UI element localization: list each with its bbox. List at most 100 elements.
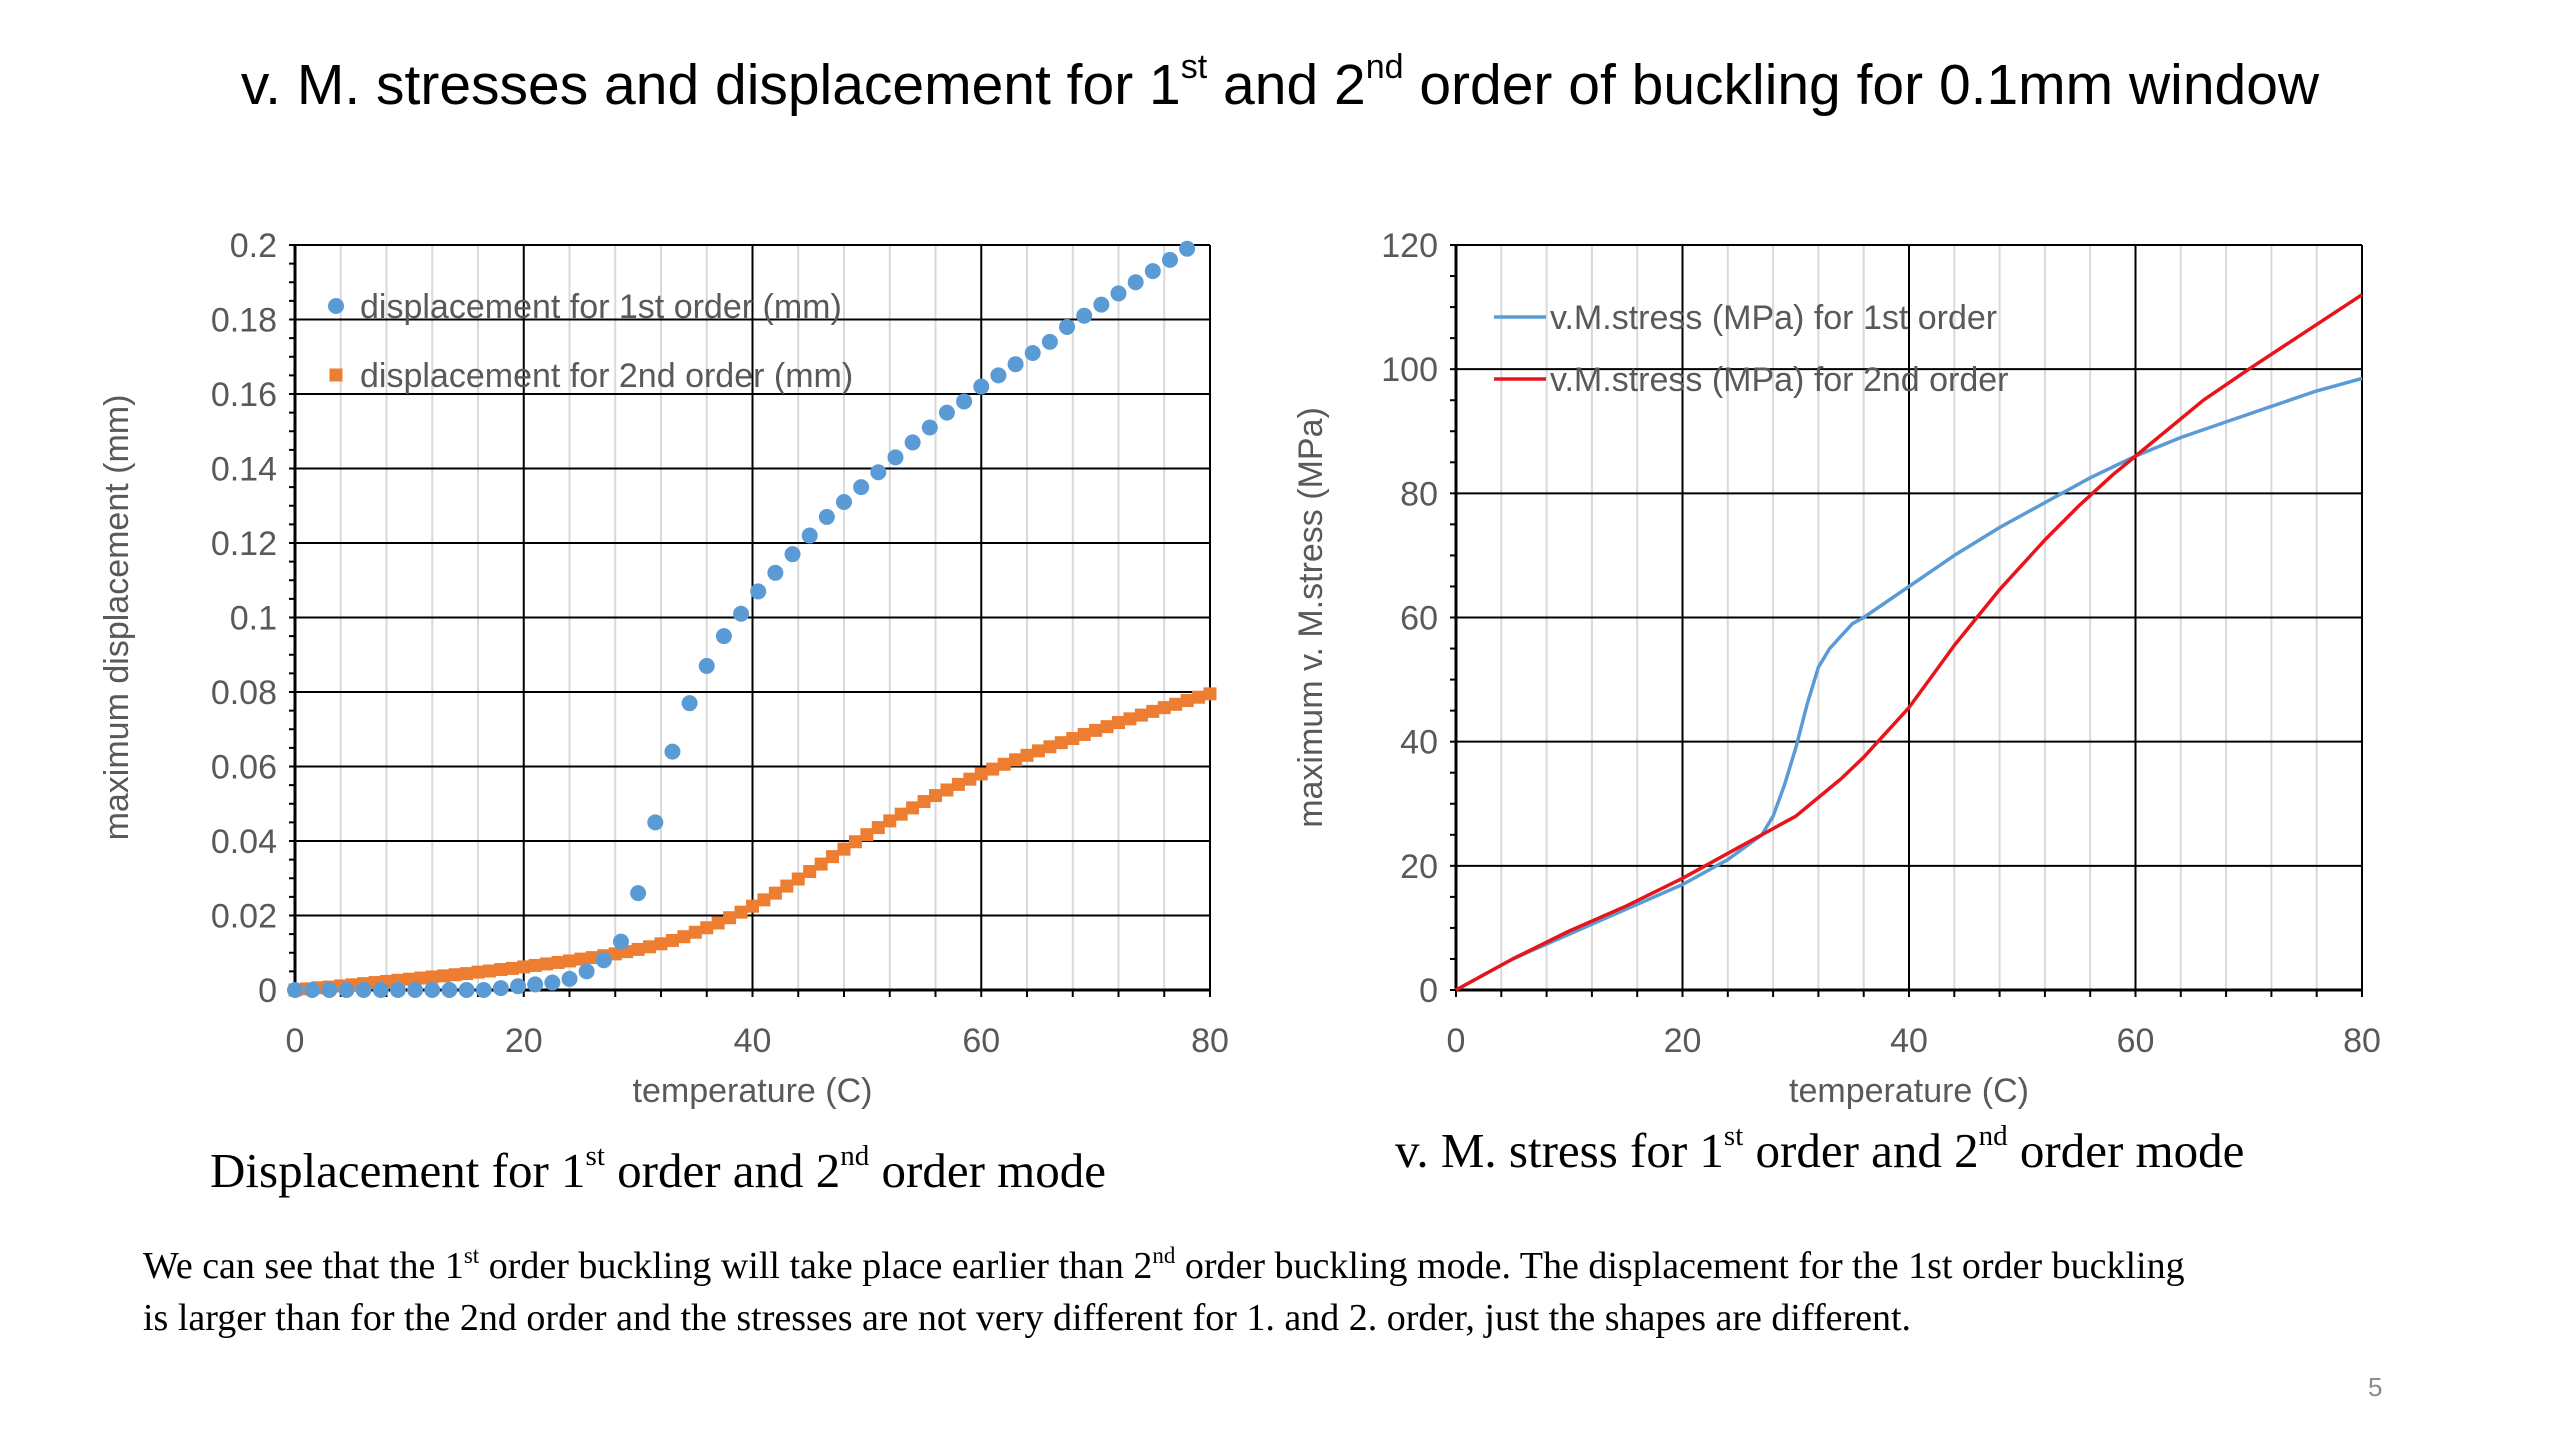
data-point-2nd-order (963, 772, 977, 786)
body-paragraph: We can see that the 1st order buckling w… (143, 1240, 2483, 1344)
x-tick-label: 20 (1664, 1022, 1702, 1060)
data-point-1st-order (527, 976, 544, 993)
caption-displacement: Displacement for 1st order and 2nd order… (210, 1140, 1107, 1199)
data-point-2nd-order (1157, 701, 1171, 715)
data-point-1st-order (1127, 274, 1144, 291)
data-point-2nd-order (1031, 744, 1045, 758)
data-point-2nd-order (1100, 720, 1114, 734)
data-point-2nd-order (574, 952, 588, 966)
legend-marker-1st-order (328, 298, 344, 314)
slide-title: v. M. stresses and displacement for 1st … (240, 48, 2320, 117)
data-point-1st-order (767, 564, 784, 581)
data-point-2nd-order (883, 814, 897, 828)
legend-label-1st-order: v.M.stress (MPa) for 1st order (1550, 299, 1997, 337)
data-point-2nd-order (791, 872, 805, 886)
data-point-1st-order (664, 743, 681, 760)
series-line-2nd-order (1455, 293, 2363, 992)
data-point-2nd-order (1054, 736, 1068, 750)
data-point-2nd-order (540, 957, 554, 971)
data-point-2nd-order (746, 899, 759, 913)
x-tick-label: 40 (1890, 1022, 1928, 1060)
data-point-1st-order (544, 974, 561, 991)
data-point-2nd-order (688, 925, 702, 939)
x-tick-label: 0 (286, 1022, 305, 1060)
y-tick-label: 60 (1400, 600, 1438, 638)
data-point-2nd-order (677, 930, 691, 944)
data-point-1st-order (784, 546, 801, 563)
y-axis-title: maximum displacement (mm) (98, 395, 136, 841)
data-point-2nd-order (471, 965, 485, 979)
body-line-2: is larger than for the 2nd order and the… (143, 1297, 1912, 1339)
x-axis-title: temperature (C) (633, 1072, 873, 1110)
data-point-2nd-order (974, 767, 988, 781)
data-point-1st-order (1161, 251, 1178, 268)
data-point-2nd-order (723, 911, 737, 925)
data-point-2nd-order (768, 886, 782, 900)
data-point-2nd-order (1009, 753, 1023, 767)
data-point-1st-order (304, 982, 321, 998)
data-point-2nd-order (734, 905, 748, 919)
x-tick-label: 80 (2343, 1022, 2381, 1060)
data-point-2nd-order (1043, 740, 1057, 754)
y-tick-label: 0.04 (211, 823, 277, 861)
data-point-2nd-order (1203, 687, 1217, 701)
data-point-1st-order (612, 933, 629, 950)
data-point-2nd-order (848, 835, 862, 849)
data-point-1st-order (1041, 333, 1058, 350)
data-point-1st-order (407, 982, 424, 998)
data-point-1st-order (372, 982, 389, 998)
x-tick-label: 60 (2117, 1022, 2155, 1060)
data-point-2nd-order (425, 970, 439, 984)
caption-stress: v. M. stress for 1st order and 2nd order… (1395, 1120, 2245, 1179)
data-point-1st-order (338, 982, 355, 998)
stress-chart: 0 20 40 60 80 100 120 0 20 40 60 80 temperature (C) m… (1292, 227, 2381, 1110)
data-point-1st-order (1144, 263, 1161, 280)
data-point-1st-order (1093, 296, 1110, 313)
data-point-2nd-order (585, 951, 599, 965)
data-point-2nd-order (1077, 727, 1091, 741)
data-point-2nd-order (917, 795, 931, 809)
data-point-1st-order (1110, 285, 1127, 302)
data-point-2nd-order (871, 821, 885, 835)
y-tick-label: 0.1 (230, 600, 277, 638)
y-tick-label: 0 (1419, 972, 1438, 1010)
page-number: 5 (2368, 1372, 2383, 1402)
data-point-2nd-order (1112, 716, 1125, 730)
data-point-2nd-order (460, 967, 474, 981)
data-point-2nd-order (1146, 704, 1160, 718)
data-point-2nd-order (940, 783, 954, 797)
x-axis-title: temperature (C) (1789, 1072, 2029, 1110)
data-point-1st-order (492, 980, 509, 997)
data-point-1st-order (595, 952, 612, 969)
data-point-2nd-order (894, 807, 908, 821)
data-point-1st-order (1179, 240, 1196, 257)
data-point-2nd-order (563, 954, 576, 968)
data-point-1st-order (630, 885, 647, 902)
data-point-1st-order (870, 464, 887, 481)
data-point-2nd-order (780, 879, 794, 893)
data-point-1st-order (681, 695, 698, 712)
y-tick-label: 0.18 (211, 302, 277, 340)
data-point-1st-order (510, 978, 527, 995)
y-tick-label: 0 (258, 972, 277, 1010)
y-axis-title: maximum v. M.stress (MPa) (1292, 407, 1330, 828)
data-point-1st-order (938, 404, 955, 421)
data-point-2nd-order (860, 828, 874, 842)
data-point-2nd-order (997, 757, 1011, 771)
data-point-1st-order (355, 982, 372, 998)
data-point-2nd-order (643, 940, 657, 954)
data-point-1st-order (887, 449, 904, 466)
y-tick-label: 120 (1381, 227, 1438, 265)
legend-marker-2nd-order (329, 368, 343, 382)
data-point-2nd-order (906, 801, 920, 815)
data-point-2nd-order (494, 963, 508, 977)
data-point-1st-order (715, 628, 732, 645)
body-line-1: We can see that the 1st order buckling w… (143, 1243, 2185, 1287)
data-point-2nd-order (1192, 690, 1206, 704)
data-point-2nd-order (631, 942, 645, 956)
data-point-1st-order (1076, 307, 1093, 324)
data-point-2nd-order (1134, 708, 1148, 722)
data-point-1st-order (956, 393, 973, 410)
y-tick-label: 80 (1400, 475, 1438, 513)
data-point-2nd-order (505, 961, 519, 975)
